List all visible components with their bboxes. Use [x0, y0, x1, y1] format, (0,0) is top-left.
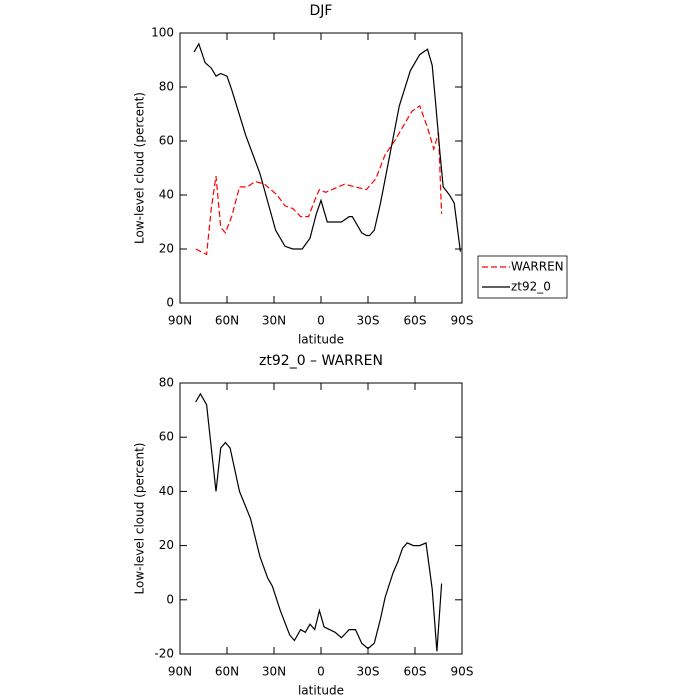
y-axis-label: Low-level cloud (percent): [133, 92, 147, 244]
y-tick-label: 80: [159, 376, 174, 390]
x-tick-label: 60S: [404, 314, 427, 328]
y-axis-label: Low-level cloud (percent): [133, 443, 147, 595]
x-tick-label: 60S: [404, 665, 427, 679]
y-tick-label: 40: [159, 484, 174, 498]
y-tick-label: 20: [159, 538, 174, 552]
x-axis-label: latitude: [298, 684, 344, 698]
x-tick-label: 0: [317, 314, 325, 328]
x-tick-label: 90N: [168, 314, 192, 328]
x-tick-label: 0: [317, 665, 325, 679]
x-tick-label: 30S: [357, 314, 380, 328]
y-tick-label: -20: [154, 647, 174, 661]
x-tick-label: 90S: [451, 314, 474, 328]
y-tick-label: 0: [166, 592, 174, 606]
data-line: [195, 392, 443, 652]
y-tick-label: 40: [159, 188, 174, 202]
plot-frame: [179, 32, 463, 304]
x-tick-label: 90S: [451, 665, 474, 679]
y-tick-label: 60: [159, 134, 174, 148]
x-tick-label: 60N: [215, 665, 239, 679]
plot-frame: [179, 382, 463, 655]
x-tick-label: 30N: [262, 314, 286, 328]
chart-title: DJF: [310, 3, 333, 19]
x-axis-label: latitude: [298, 333, 344, 347]
x-tick-label: 30S: [357, 665, 380, 679]
legend-box: [477, 255, 568, 299]
y-tick-label: 60: [159, 430, 174, 444]
x-tick-label: 60N: [215, 314, 239, 328]
y-tick-label: 20: [159, 242, 174, 256]
x-tick-label: 90N: [168, 665, 192, 679]
x-tick-label: 30N: [262, 665, 286, 679]
legend-label: WARREN: [511, 260, 564, 274]
y-tick-label: 100: [151, 26, 174, 40]
data-line: [195, 104, 443, 256]
legend-label: zt92_0: [511, 280, 551, 294]
y-tick-label: 80: [159, 80, 174, 94]
data-line: [193, 42, 461, 252]
chart-title: zt92_0 – WARREN: [259, 353, 383, 369]
y-tick-label: 0: [166, 296, 174, 310]
